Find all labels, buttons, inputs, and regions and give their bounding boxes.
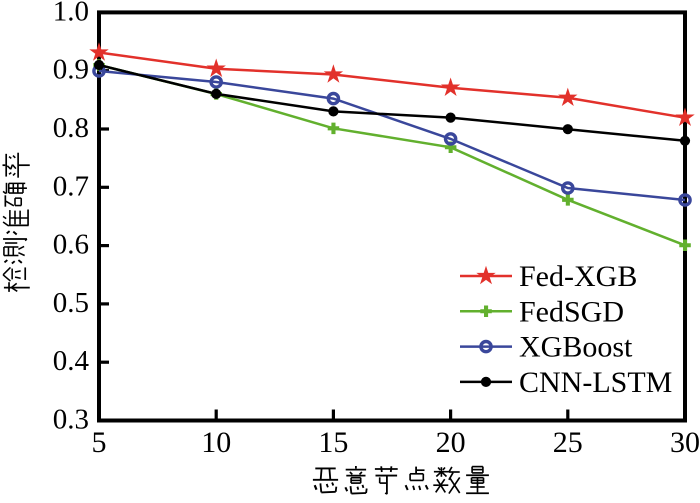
svg-text:0.9: 0.9 (53, 54, 89, 86)
svg-text:0.3: 0.3 (53, 404, 89, 436)
svg-text:0.4: 0.4 (53, 345, 90, 377)
svg-text:0.5: 0.5 (53, 287, 89, 319)
svg-text:15: 15 (318, 426, 348, 459)
svg-text:25: 25 (553, 426, 583, 459)
svg-text:FedSGD: FedSGD (519, 295, 624, 328)
svg-text:10: 10 (201, 426, 231, 459)
svg-text:Fed-XGB: Fed-XGB (519, 260, 637, 293)
svg-text:30: 30 (670, 426, 700, 459)
svg-text:1.0: 1.0 (53, 0, 89, 27)
svg-text:0.7: 0.7 (53, 170, 89, 202)
svg-text:20: 20 (436, 426, 466, 459)
svg-text:5: 5 (92, 426, 107, 459)
svg-text:0.8: 0.8 (53, 112, 89, 144)
svg-text:CNN-LSTM: CNN-LSTM (519, 366, 672, 399)
svg-text:0.6: 0.6 (53, 229, 89, 261)
svg-text:XGBoost: XGBoost (519, 331, 633, 364)
